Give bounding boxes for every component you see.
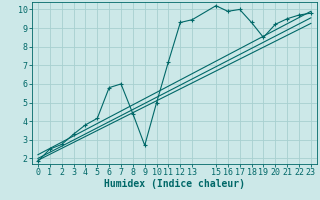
X-axis label: Humidex (Indice chaleur): Humidex (Indice chaleur) — [104, 179, 245, 189]
